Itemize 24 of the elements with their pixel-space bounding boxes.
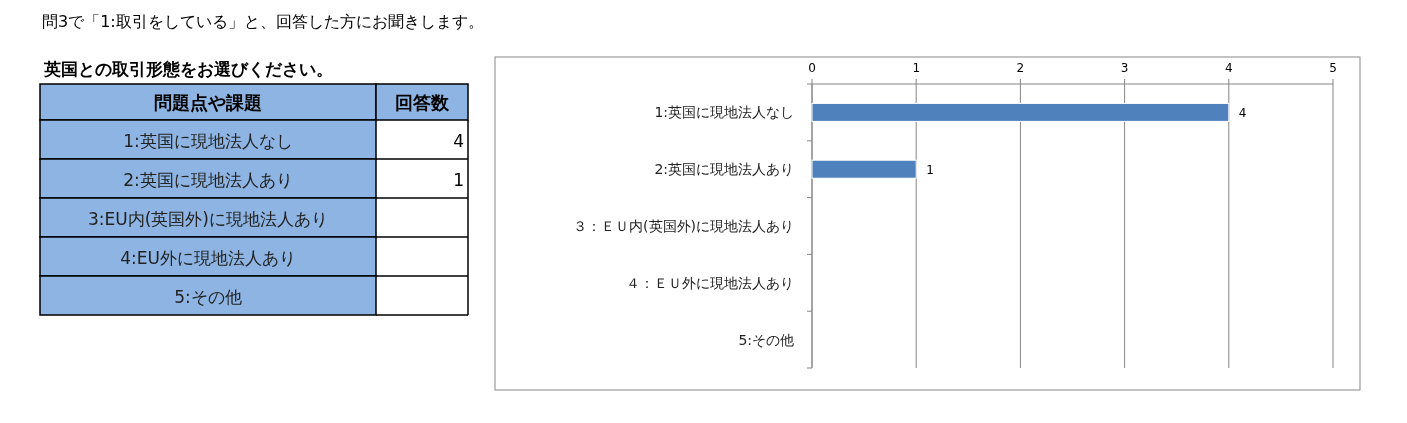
category-label: 2:英国に現地法人あり bbox=[123, 170, 293, 190]
x-tick-label: 1 bbox=[912, 61, 921, 75]
data-label: 4 bbox=[1238, 106, 1247, 121]
text: 問3で「1:取引をしている」と、回答した方にお聞きします。 bbox=[42, 12, 484, 31]
text: 回答数 bbox=[395, 92, 450, 113]
x-tick-label: 0 bbox=[808, 61, 816, 75]
category-label: 5:その他 bbox=[174, 287, 242, 307]
category-label: 3:EU内(英国外)に現地法人あり bbox=[88, 209, 328, 229]
text: 英国との取引形態をお選びください。 bbox=[43, 59, 333, 79]
category-label: 4:EU外に現地法人あり bbox=[120, 248, 296, 268]
data-label: 1 bbox=[926, 163, 934, 178]
x-tick-label: 5 bbox=[1329, 61, 1337, 75]
data-label: 1 bbox=[453, 170, 464, 190]
category-label: 1:英国に現地法人なし bbox=[123, 131, 293, 151]
x-tick-label: 2 bbox=[1016, 61, 1025, 75]
text: 問題点や課題 bbox=[154, 92, 262, 113]
y-tick-label: 1:英国に現地法人なし bbox=[654, 104, 794, 121]
y-tick-label: 5:その他 bbox=[738, 331, 794, 348]
y-tick-label: 2:英国に現地法人あり bbox=[654, 161, 794, 178]
x-tick-label: 3 bbox=[1120, 61, 1129, 75]
y-tick-label: ３：ＥＵ内(英国外)に現地法人あり bbox=[573, 218, 794, 234]
data-label: 4 bbox=[453, 131, 464, 151]
y-tick-label: ４：ＥＵ外に現地法人あり bbox=[626, 274, 794, 291]
x-tick-label: 4 bbox=[1224, 61, 1233, 75]
